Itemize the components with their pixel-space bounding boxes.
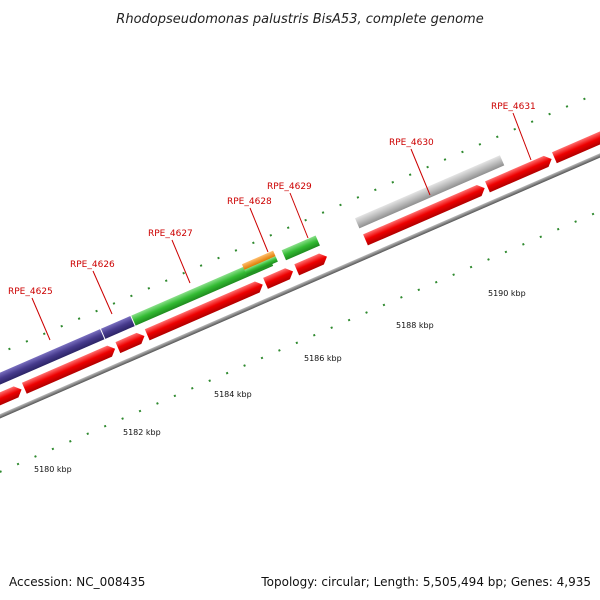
genome-summary-text: Topology: circular; Length: 5,505,494 bp…	[260, 575, 591, 589]
gene-bar-grey	[354, 155, 505, 229]
kbp-label: 5184 kbp	[214, 390, 252, 399]
cds-arrow	[294, 253, 327, 276]
gene-bar-purple	[0, 329, 105, 404]
cds-arrow	[263, 268, 294, 289]
accession-text: Accession: NC_008435	[9, 575, 145, 589]
cds-arrow	[363, 184, 485, 246]
cds-arrow	[144, 281, 263, 341]
gene-label-rpe-4626: RPE_4626	[70, 260, 115, 270]
map-title: Rhodopseudomonas palustris BisA53, compl…	[116, 12, 483, 27]
leader-line	[512, 112, 532, 161]
cds-arrow	[21, 345, 116, 394]
cds-arrow	[485, 155, 552, 193]
leader-line	[289, 192, 309, 239]
gene-bar-green	[131, 255, 274, 326]
outer-tick-row	[0, 0, 600, 442]
gene-bar-green-2	[281, 235, 320, 261]
gene-label-rpe-4627: RPE_4627	[148, 229, 193, 239]
kbp-label: 5180 kbp	[34, 465, 72, 474]
leader-line	[410, 148, 431, 196]
leader-line	[92, 270, 113, 315]
genome-track	[0, 0, 600, 542]
gene-label-rpe-4630: RPE_4630	[389, 138, 434, 148]
leader-line	[171, 239, 191, 284]
gene-label-group: RPE_4625 RPE_4626 RPE_4627 RPE_4628 RPE_…	[8, 102, 536, 341]
ruler-labels: 5180 kbp 5182 kbp 5184 kbp 5186 kbp 5188…	[34, 289, 526, 474]
cds-arrow	[551, 114, 600, 164]
leader-line	[31, 297, 51, 341]
cds-arrow	[0, 386, 22, 429]
gene-bar-orange	[241, 250, 276, 270]
kbp-label: 5186 kbp	[304, 354, 342, 363]
gene-bar-green-short	[244, 256, 278, 276]
ruler-tick-row	[0, 100, 600, 542]
kbp-label: 5190 kbp	[488, 289, 526, 298]
cds-arrow	[115, 332, 145, 354]
leader-line	[249, 207, 269, 253]
gene-label-rpe-4629: RPE_4629	[267, 182, 312, 192]
kbp-label: 5182 kbp	[123, 428, 161, 437]
gene-label-rpe-4625: RPE_4625	[8, 287, 53, 297]
backbone-line	[0, 52, 600, 496]
gene-bar-purple-2	[100, 315, 135, 339]
gene-label-rpe-4628: RPE_4628	[227, 197, 272, 207]
kbp-label: 5188 kbp	[396, 321, 434, 330]
gene-label-rpe-4631: RPE_4631	[491, 102, 536, 112]
